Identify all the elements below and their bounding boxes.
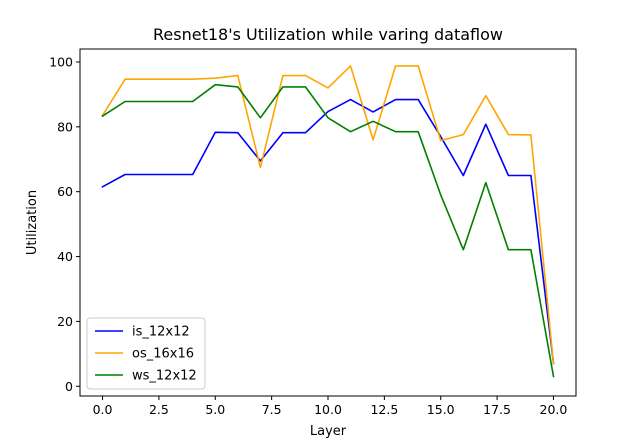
series-line-ws_12x12 [101,83,555,378]
x-axis-ticks: 0.0 2.5 5.0 7.5 10.0 12.5 15.0 17.5 20.0 [93,396,568,417]
y-axis-label: Utilization [25,190,40,255]
x-tick-label: 5.0 [205,402,225,417]
x-axis-label: Layer [310,424,347,439]
plot-frame [79,48,577,397]
series-line-os_16x16 [101,65,555,365]
y-tick-label: 60 [57,184,73,199]
legend-label: is_12x12 [132,325,190,340]
x-tick-label: 15.0 [427,402,455,417]
x-tick-label: 2.5 [149,402,169,417]
x-tick-label: 0.0 [93,402,113,417]
series-line-is_12x12 [101,98,555,365]
y-tick-label: 0 [65,379,73,394]
legend: is_12x12 os_16x16 ws_12x12 [86,317,206,390]
x-tick-label: 12.5 [370,402,398,417]
y-tick-label: 100 [49,54,73,69]
legend-label: ws_12x12 [132,369,197,384]
x-tick-label: 17.5 [483,402,511,417]
y-tick-label: 80 [57,119,73,134]
y-axis-ticks: 0 20 40 60 80 100 [49,54,80,394]
y-tick-label: 20 [57,314,73,329]
x-tick-label: 10.0 [314,402,342,417]
x-tick-label: 20.0 [540,402,568,417]
legend-box [86,317,206,390]
x-tick-label: 7.5 [262,402,282,417]
plot-lines [101,65,555,378]
chart-title: Resnet18's Utilization while varing data… [153,25,503,44]
legend-label: os_16x16 [132,347,194,362]
y-tick-label: 40 [57,249,73,264]
